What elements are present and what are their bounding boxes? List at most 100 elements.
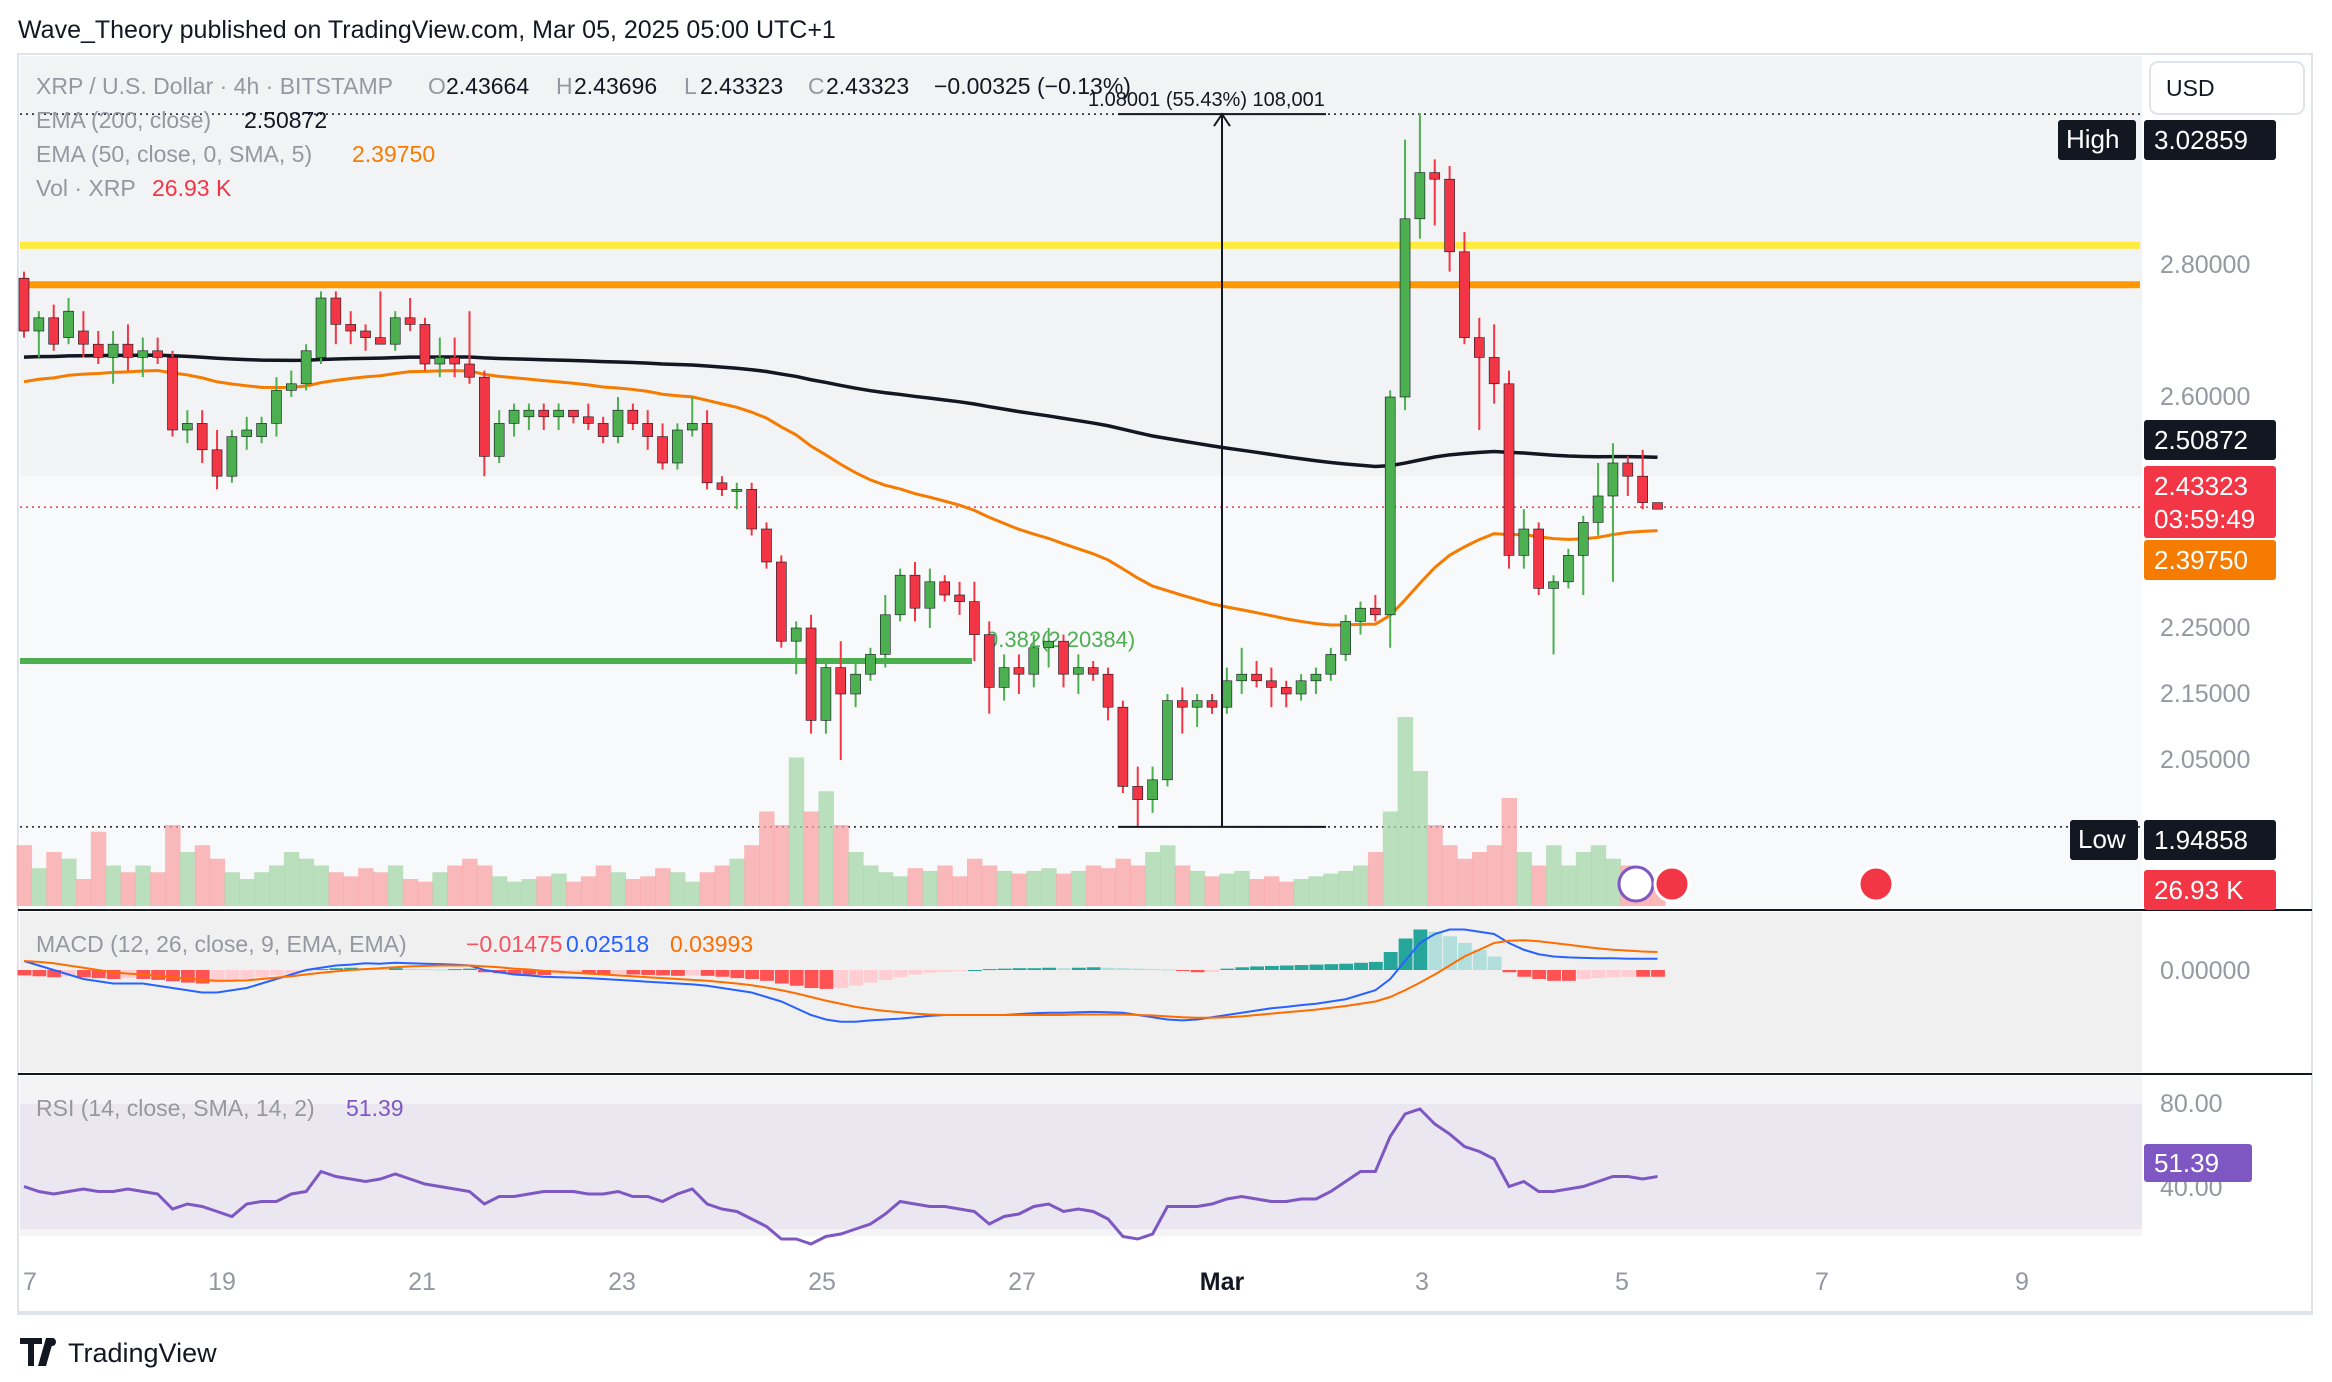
candle: [63, 298, 74, 345]
volume-bar: [1160, 845, 1176, 906]
macd-legend-hist: −0.01475: [466, 931, 563, 957]
candle-body: [879, 614, 891, 655]
candle-body: [865, 654, 876, 675]
candle-body: [479, 376, 490, 457]
low-value-badge-text: 1.94858: [2154, 825, 2248, 855]
macd-hist-bar: [1264, 965, 1279, 970]
macd-hist-bar: [270, 970, 284, 976]
candle: [1177, 687, 1188, 734]
volume-bar: [1308, 876, 1324, 906]
candle-body: [92, 343, 104, 358]
candle: [1652, 502, 1663, 510]
candle: [152, 337, 163, 364]
macd-legend-label: MACD (12, 26, close, 9, EMA, EMA): [36, 931, 407, 957]
candle-body: [642, 423, 654, 437]
candle: [850, 661, 861, 708]
volume-bar: [1531, 865, 1547, 906]
candle: [1370, 595, 1381, 622]
volume-bar: [491, 876, 508, 906]
candle-body: [271, 390, 282, 424]
candle: [1162, 694, 1173, 787]
candle-body: [538, 409, 550, 418]
candle: [1607, 443, 1619, 582]
candle-body: [389, 317, 401, 345]
macd-hist-bar: [1487, 956, 1502, 970]
tradingview-logo[interactable]: TradingView: [20, 1338, 217, 1368]
candle-body: [330, 297, 342, 325]
time-axis-tick: 25: [808, 1268, 836, 1296]
candle-body: [1399, 218, 1411, 398]
volume-bar: [120, 872, 136, 906]
macd-hist-bar: [700, 970, 715, 976]
time-axis-tick: 5: [1615, 1268, 1629, 1296]
candle: [998, 654, 1010, 701]
candle-body: [241, 429, 253, 437]
macd-hist-bar: [1547, 970, 1561, 981]
volume-bar: [432, 872, 448, 906]
volume-badge: 26.93 K: [2144, 870, 2276, 910]
volume-bar: [387, 865, 404, 906]
volume-bar: [892, 876, 909, 906]
volume-bar: [209, 858, 226, 906]
candle-body: [909, 574, 921, 609]
candle-body: [375, 337, 386, 345]
candle-body: [731, 489, 743, 492]
volume-bar: [996, 870, 1013, 906]
macd-hist-bar: [1576, 970, 1591, 979]
candle: [1444, 166, 1455, 272]
high-value-badge-bg: [2144, 120, 2276, 160]
candle: [1206, 694, 1218, 714]
ema50-badge: 2.39750: [2144, 540, 2276, 580]
candle-body: [954, 594, 965, 602]
candle-body: [1577, 522, 1589, 556]
high-value-badge-text: 3.02859: [2154, 125, 2248, 155]
volume-bar: [506, 881, 523, 906]
volume-bar: [358, 868, 374, 906]
candle: [1563, 548, 1574, 589]
macd-hist-bar: [656, 970, 670, 976]
macd-hist-bar: [997, 968, 1012, 970]
candle: [1414, 113, 1426, 239]
candle-body: [300, 350, 312, 385]
price-badge-bg: [2144, 466, 2276, 538]
candle-body: [1340, 621, 1351, 655]
macd-hist-bar: [1012, 968, 1027, 970]
candle-body: [1206, 700, 1218, 708]
candle-body: [1073, 667, 1084, 675]
candle-body: [1132, 786, 1144, 800]
macd-legend-macd: 0.02518: [566, 931, 649, 957]
macd-hist-bar: [62, 970, 76, 977]
volume-bar: [1070, 870, 1087, 906]
volume-bar: [194, 845, 211, 906]
volume-bar: [298, 858, 315, 906]
main-legend: XRP / U.S. Dollar · 4h · BITSTAMP O 2.43…: [36, 73, 1131, 201]
macd-hist-bar: [878, 970, 893, 980]
macd-line: [23, 928, 1658, 1023]
candle-body: [716, 482, 728, 490]
macd-pane: [17, 912, 2312, 1075]
candle-body: [761, 528, 772, 563]
candle-body: [1310, 673, 1322, 682]
volume-bar: [1204, 876, 1221, 906]
candle-body: [1503, 383, 1515, 556]
candle: [642, 410, 654, 450]
price-pane[interactable]: 0.382(2.20384)1.08001 (55.43%) 108,001: [18, 56, 2312, 911]
macd-hist-bar: [388, 968, 403, 970]
candle-body: [182, 423, 193, 431]
macd-hist-bar: [403, 968, 418, 970]
candle-body: [1295, 680, 1307, 695]
candle: [285, 370, 297, 397]
legend-close-label: C: [808, 73, 825, 99]
currency-button[interactable]: USD: [2149, 61, 2305, 115]
macd-hist-bar: [715, 970, 730, 977]
candle-body: [1652, 502, 1663, 510]
macd-hist-bar: [819, 970, 834, 989]
volume-bar: [165, 825, 181, 906]
macd-hist-bar: [1116, 968, 1131, 970]
macd-hist-bar: [166, 970, 180, 982]
candle: [969, 581, 980, 661]
candle: [582, 403, 594, 430]
tradingview-icon: [20, 1338, 54, 1366]
candle: [449, 337, 460, 378]
